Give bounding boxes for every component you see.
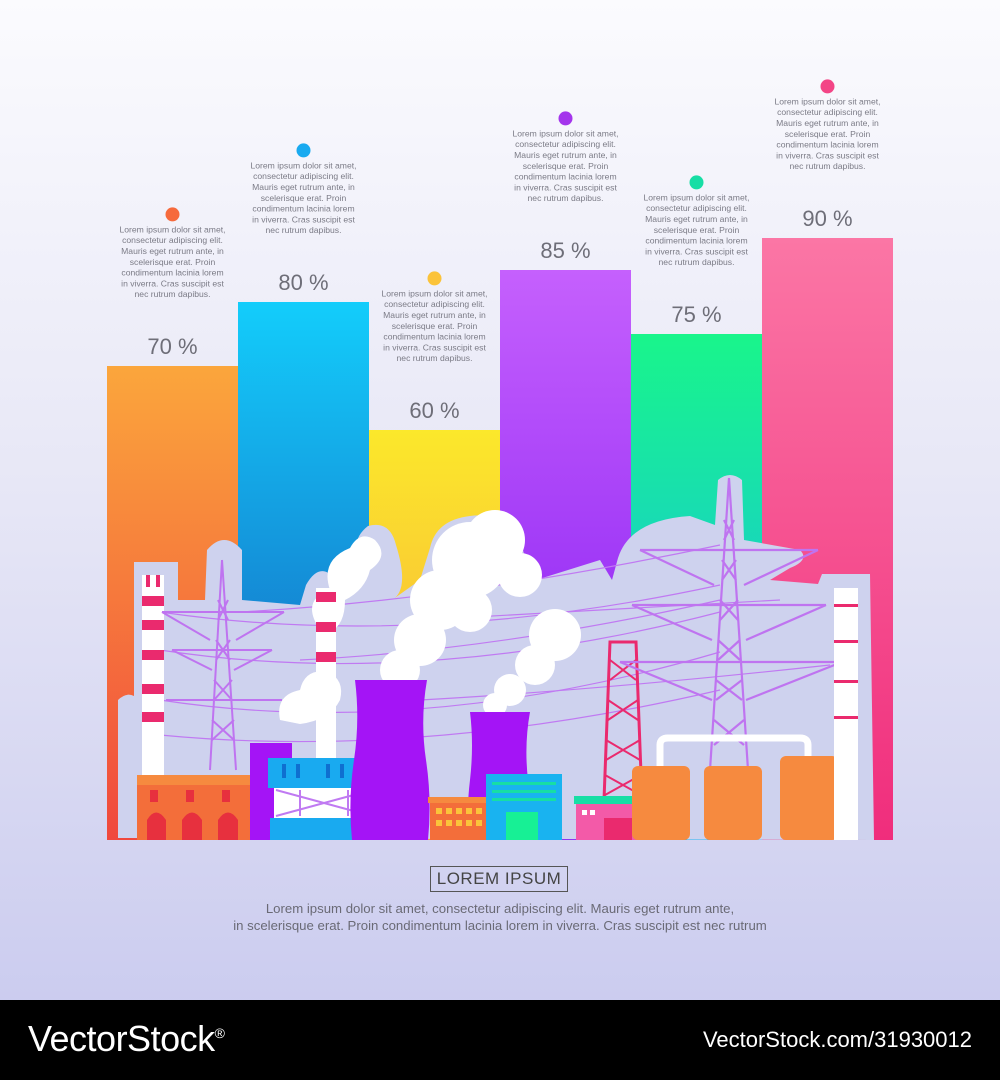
description-line: condimentum lacinia lorem [121,268,223,278]
description-line: Mauris eget rutrum ante, in [252,182,355,192]
value-label-3: 60 % [409,398,459,423]
description-4: Lorem ipsum dolor sit amet, consectetur a… [512,128,618,203]
description-line: consectetur adipiscing elit. [515,139,616,149]
watermark-bar: VectorStock® VectorStock.com/31930012 [0,1000,1000,1080]
description-line: nec rutrum dapibus. [790,161,866,171]
footer-description: Lorem ipsum dolor sit amet, consectetur … [150,900,850,934]
orange-building [428,797,492,840]
description-line: Lorem ipsum dolor sit amet, [643,192,749,202]
middle-chimney [279,536,382,763]
description-line: consectetur adipiscing elit. [646,203,747,213]
description-line: consectetur adipiscing elit. [253,171,354,181]
description-line: scelerisque erat. Proin [392,321,478,331]
cooling-tower-large [350,680,430,840]
right-pylon [619,477,843,771]
big-smoke-cloud [380,510,542,690]
skyline-backdrop [118,475,874,840]
description-5: Lorem ipsum dolor sit amet, consectetur a… [643,192,749,267]
description-line: in viverra. Cras suscipit est [514,182,617,192]
description-line: nec rutrum dapibus. [135,289,211,299]
description-line: condimentum lacinia lorem [514,172,616,182]
description-line: condimentum lacinia lorem [645,236,747,246]
marker-dot-3 [427,271,442,286]
description-line: scelerisque erat. Proin [785,129,871,139]
labels-layer: 70 %Lorem ipsum dolor sit amet, consectet… [119,79,881,423]
left-pylon [161,559,285,771]
cyan-office [486,774,562,840]
description-1: Lorem ipsum dolor sit amet, consectetur a… [119,224,225,299]
footer-line-1: Lorem ipsum dolor sit amet, consectetur … [265,901,735,916]
description-line: in viverra. Cras suscipit est [252,214,355,224]
bar-chart: 70 %Lorem ipsum dolor sit amet, consectet… [107,79,893,840]
left-chimney [142,575,164,780]
footer-line-2: in scelerisque erat. Proin condimentum l… [233,918,767,933]
description-line: Mauris eget rutrum ante, in [776,118,879,128]
left-factory [137,775,253,840]
description-line: in viverra. Cras suscipit est [645,246,748,256]
description-line: consectetur adipiscing elit. [777,107,878,117]
description-line: in viverra. Cras suscipit est [383,342,486,352]
description-line: Lorem ipsum dolor sit amet, [381,288,487,298]
description-line: condimentum lacinia lorem [252,204,354,214]
watermark-brand: VectorStock® [28,1018,225,1059]
marker-dot-6 [820,79,835,94]
marker-dot-1 [165,207,180,222]
industrial-scene-illustration [118,475,874,840]
description-line: scelerisque erat. Proin [654,225,740,235]
description-line: condimentum lacinia lorem [776,140,878,150]
description-line: Lorem ipsum dolor sit amet, [512,128,618,138]
description-line: consectetur adipiscing elit. [122,235,223,245]
value-label-1: 70 % [147,334,197,359]
value-label-5: 75 % [671,302,721,327]
pipe [656,734,812,770]
description-line: in viverra. Cras suscipit est [121,278,224,288]
description-line: Lorem ipsum dolor sit amet, [119,224,225,234]
value-label-2: 80 % [278,270,328,295]
description-6: Lorem ipsum dolor sit amet, consectetur a… [774,96,880,171]
marker-dot-4 [558,111,573,126]
description-line: nec rutrum dapibus. [659,257,735,267]
watermark-url: VectorStock.com/31930012 [702,1027,972,1052]
far-right-chimney [834,588,858,840]
description-line: Lorem ipsum dolor sit amet, [250,160,356,170]
footer-title: LOREM IPSUM [430,866,568,892]
description-line: condimentum lacinia lorem [383,332,485,342]
description-line: scelerisque erat. Proin [130,257,216,267]
description-line: Lorem ipsum dolor sit amet, [774,96,880,106]
description-line: consectetur adipiscing elit. [384,299,485,309]
small-smoke-cloud [483,609,581,717]
description-line: Mauris eget rutrum ante, in [514,150,617,160]
value-label-4: 85 % [540,238,590,263]
description-2: Lorem ipsum dolor sit amet, consectetur a… [250,160,356,235]
description-line: scelerisque erat. Proin [523,161,609,171]
description-line: Mauris eget rutrum ante, in [121,246,224,256]
value-label-6: 90 % [802,206,852,231]
description-line: nec rutrum dapibus. [397,353,473,363]
marker-dot-2 [296,143,311,158]
marker-dot-5 [689,175,704,190]
storage-tanks [632,756,838,840]
description-line: in viverra. Cras suscipit est [776,150,879,160]
description-line: nec rutrum dapibus. [528,193,604,203]
description-line: Mauris eget rutrum ante, in [383,310,486,320]
description-line: scelerisque erat. Proin [261,193,347,203]
description-3: Lorem ipsum dolor sit amet, consectetur a… [381,288,487,363]
description-line: nec rutrum dapibus. [266,225,342,235]
description-line: Mauris eget rutrum ante, in [645,214,748,224]
pink-building [574,796,640,840]
